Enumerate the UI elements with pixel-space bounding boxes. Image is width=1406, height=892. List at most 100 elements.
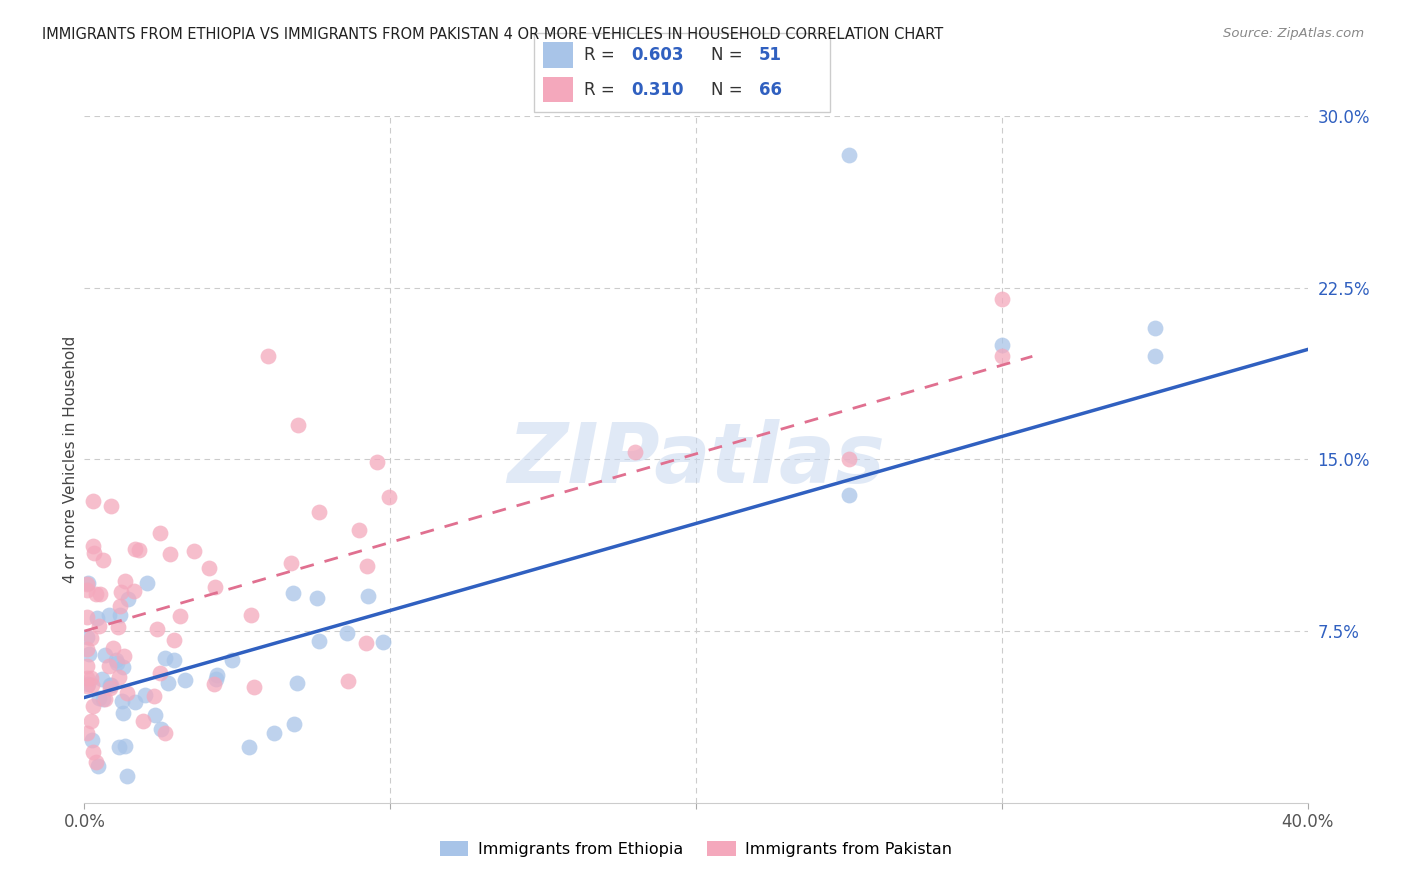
Point <box>202 677 225 691</box>
Bar <box>543 77 572 102</box>
Point <box>280 556 302 570</box>
Point <box>87 691 110 706</box>
Point <box>87 619 110 633</box>
Point <box>257 350 280 364</box>
Point <box>308 633 330 648</box>
Point <box>108 607 131 622</box>
Text: Source: ZipAtlas.com: Source: ZipAtlas.com <box>1223 27 1364 40</box>
Point <box>1143 350 1166 364</box>
Point <box>98 659 121 673</box>
Point <box>308 506 330 520</box>
Text: R =: R = <box>585 80 620 98</box>
Point <box>76 679 98 693</box>
Point <box>205 668 228 682</box>
Point <box>1143 320 1166 334</box>
Point <box>77 647 100 661</box>
Point <box>76 726 98 740</box>
Legend: Immigrants from Ethiopia, Immigrants from Pakistan: Immigrants from Ethiopia, Immigrants fro… <box>433 835 959 863</box>
Point <box>238 739 260 754</box>
Point <box>205 672 228 686</box>
Text: IMMIGRANTS FROM ETHIOPIA VS IMMIGRANTS FROM PAKISTAN 4 OR MORE VEHICLES IN HOUSE: IMMIGRANTS FROM ETHIOPIA VS IMMIGRANTS F… <box>42 27 943 42</box>
Point <box>76 642 98 657</box>
Point <box>128 542 150 557</box>
Point <box>991 292 1014 306</box>
Point <box>79 714 101 728</box>
Point <box>156 676 179 690</box>
Point <box>90 672 112 686</box>
FancyBboxPatch shape <box>534 33 830 112</box>
Point <box>336 625 359 640</box>
Point <box>77 576 100 591</box>
Point <box>285 676 308 690</box>
Text: N =: N = <box>711 46 748 64</box>
Point <box>82 539 104 553</box>
Point <box>84 586 107 600</box>
Point <box>131 714 153 728</box>
Point <box>91 691 114 706</box>
Point <box>243 680 266 694</box>
Point <box>149 722 172 736</box>
Point <box>991 350 1014 364</box>
Text: N =: N = <box>711 80 748 98</box>
Point <box>143 689 166 703</box>
Point <box>991 338 1014 352</box>
Point <box>76 671 98 685</box>
Text: ZIPatlas: ZIPatlas <box>508 419 884 500</box>
Point <box>240 608 263 623</box>
Point <box>197 561 219 575</box>
Point <box>80 678 103 692</box>
Point <box>82 494 104 508</box>
Point <box>76 610 98 624</box>
Point <box>307 591 329 606</box>
Point <box>111 706 134 720</box>
Point <box>162 633 184 648</box>
Point <box>110 585 132 599</box>
Point <box>108 599 131 614</box>
Point <box>281 586 304 600</box>
Point <box>163 653 186 667</box>
Point <box>146 622 169 636</box>
Point <box>136 576 159 591</box>
Point <box>134 688 156 702</box>
Point <box>378 490 401 504</box>
Text: 51: 51 <box>759 46 782 64</box>
Point <box>169 609 191 624</box>
Point <box>108 739 131 754</box>
Point <box>114 574 136 588</box>
Point <box>838 452 860 467</box>
Point <box>149 665 172 680</box>
Point <box>110 694 132 708</box>
Point <box>371 635 394 649</box>
Point <box>77 676 100 690</box>
Point <box>366 455 388 469</box>
Point <box>86 755 108 769</box>
Point <box>80 631 103 645</box>
Point <box>107 620 129 634</box>
Point <box>111 660 134 674</box>
Point <box>115 769 138 783</box>
Point <box>204 580 226 594</box>
Text: R =: R = <box>585 46 620 64</box>
Point <box>83 546 105 560</box>
Point <box>98 681 121 696</box>
Point <box>114 739 136 753</box>
Text: 0.310: 0.310 <box>631 80 685 98</box>
Point <box>100 678 122 692</box>
Y-axis label: 4 or more Vehicles in Household: 4 or more Vehicles in Household <box>63 335 77 583</box>
Point <box>101 640 124 655</box>
Point <box>82 733 104 747</box>
Point <box>86 611 108 625</box>
Point <box>124 542 146 557</box>
Point <box>117 685 139 699</box>
Point <box>94 691 117 706</box>
Point <box>347 523 370 537</box>
Point <box>183 544 205 558</box>
Point <box>76 630 98 644</box>
Point <box>155 726 177 740</box>
Point <box>263 726 285 740</box>
Text: 0.603: 0.603 <box>631 46 685 64</box>
Point <box>107 656 129 670</box>
Point <box>98 678 121 692</box>
Point <box>117 592 139 607</box>
Point <box>94 648 117 662</box>
